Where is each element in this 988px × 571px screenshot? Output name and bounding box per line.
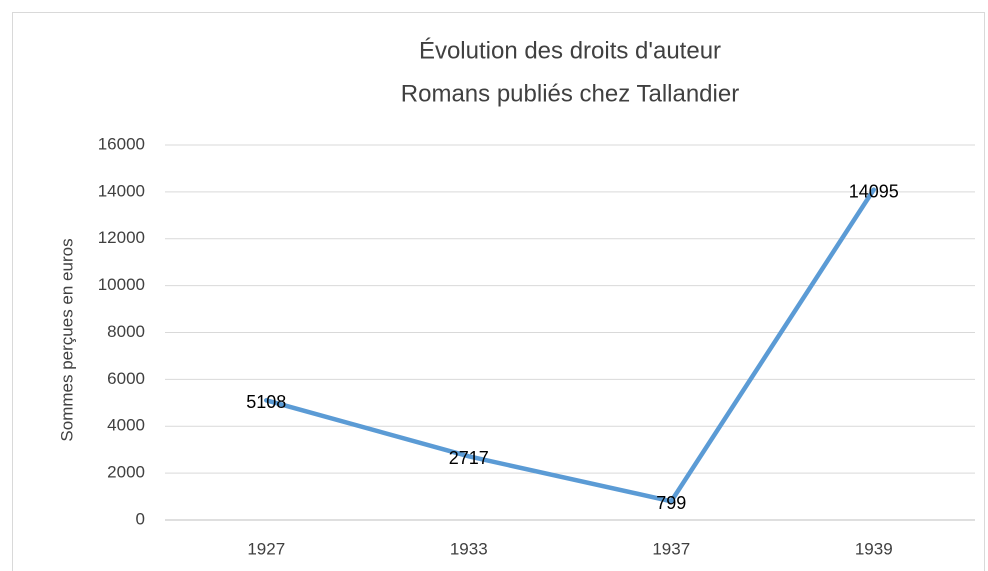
chart-title: Évolution des droits d'auteur: [419, 37, 721, 64]
data-label: 14095: [849, 181, 899, 201]
y-tick-label: 0: [136, 509, 145, 528]
y-tick-label: 16000: [98, 134, 145, 153]
chart-frame: [12, 12, 985, 571]
y-tick-label: 12000: [98, 228, 145, 247]
y-tick-label: 14000: [98, 181, 145, 200]
x-tick-label: 1933: [450, 539, 488, 558]
y-axis-label: Sommes perçues en euros: [57, 238, 76, 441]
data-label: 2717: [449, 448, 489, 468]
data-label: 799: [656, 493, 686, 513]
chart-title: Romans publiés chez Tallandier: [401, 80, 739, 107]
line: [264, 187, 876, 504]
y-tick-label: 8000: [107, 322, 145, 341]
y-tick-label: 2000: [107, 463, 145, 482]
y-tick-label: 4000: [107, 416, 145, 435]
x-tick-label: 1927: [247, 539, 285, 558]
x-tick-label: 1937: [652, 539, 690, 558]
y-tick-label: 6000: [107, 369, 145, 388]
y-tick-label: 10000: [98, 275, 145, 294]
x-tick-label: 1939: [855, 539, 893, 558]
data-label: 5108: [246, 392, 286, 412]
